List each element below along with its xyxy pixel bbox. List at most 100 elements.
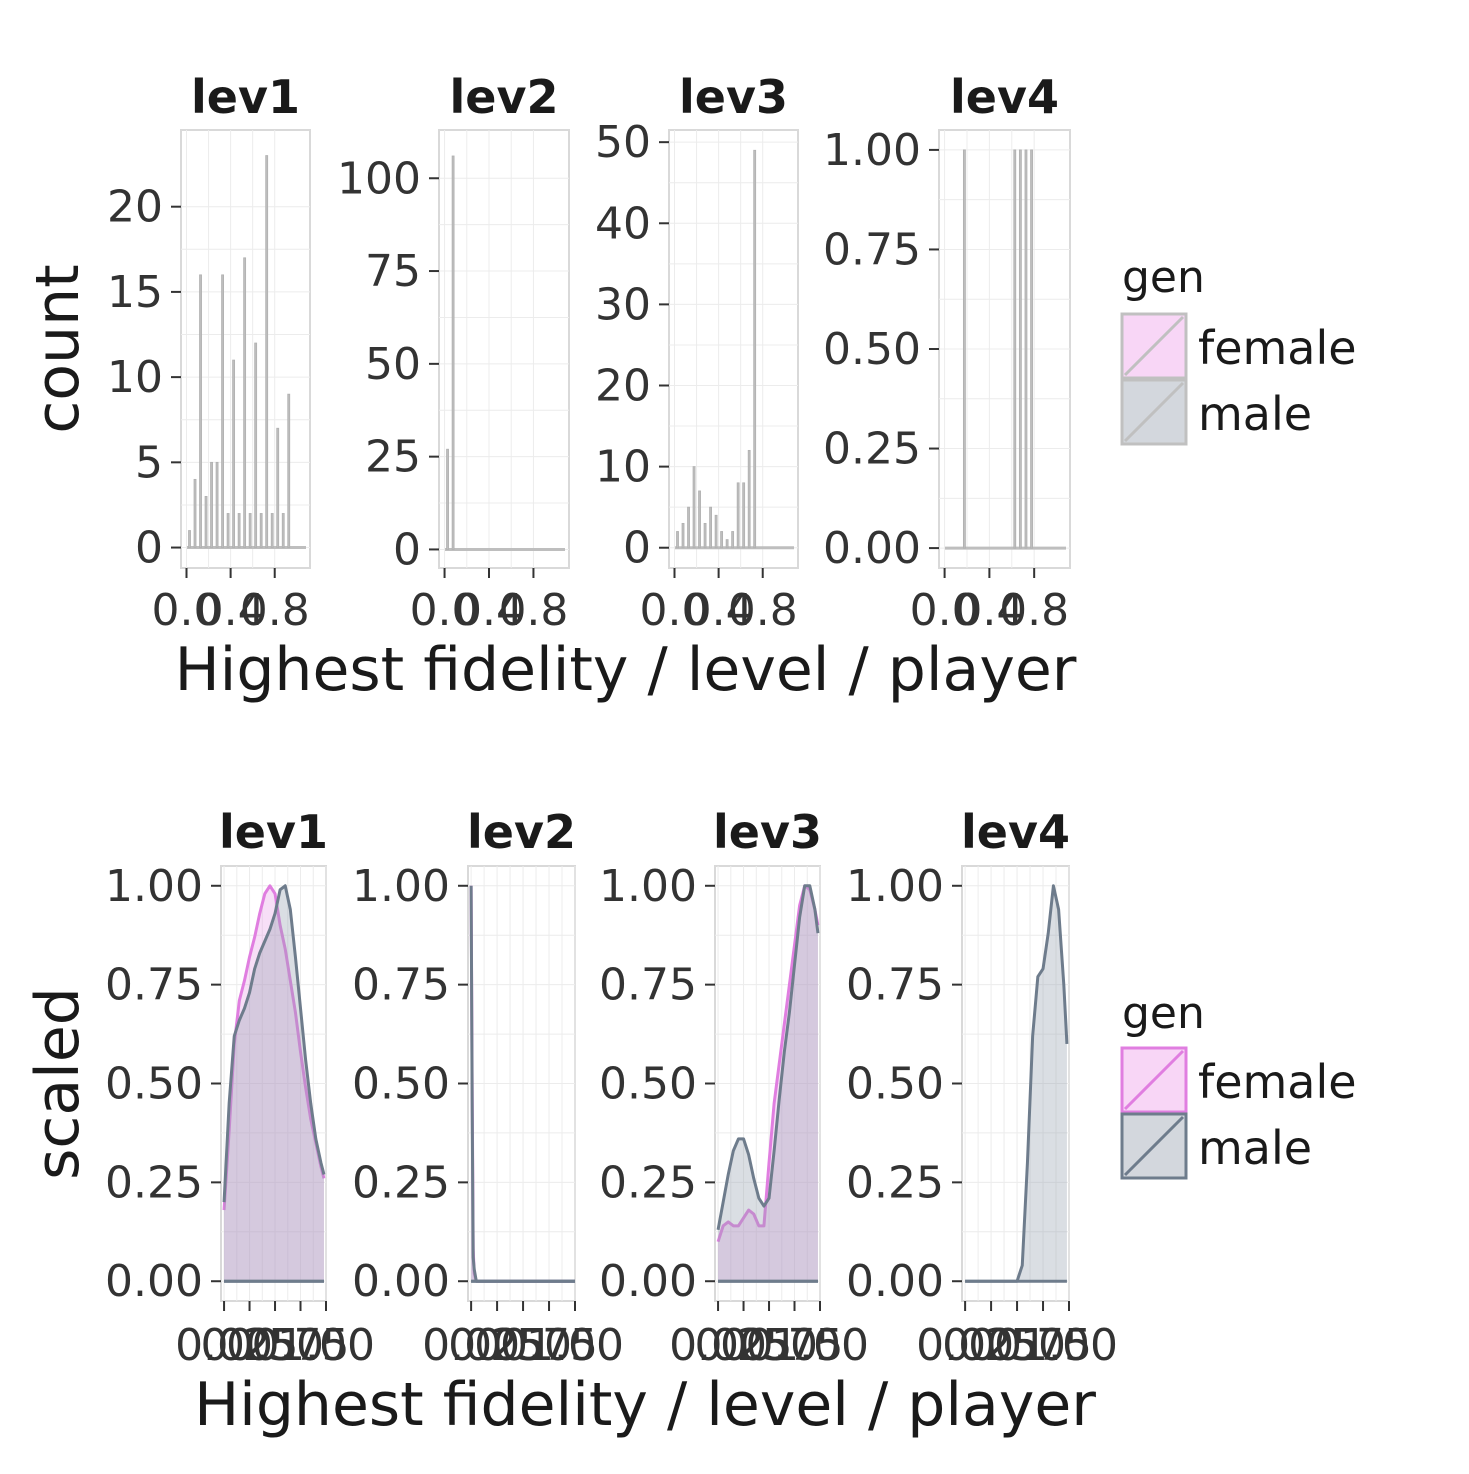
y-tick-label: 0.25 xyxy=(823,424,921,475)
y-tick-label: 15 xyxy=(107,267,163,318)
density-area-male xyxy=(965,885,1067,1282)
y-tick-label: 1.00 xyxy=(823,125,921,176)
y-tick-label: 5 xyxy=(135,437,163,488)
x-tick-label: 0.8 xyxy=(728,585,798,636)
histogram-bar xyxy=(1030,149,1033,549)
y-tick-label: 0.75 xyxy=(105,960,203,1011)
histogram-bar xyxy=(243,257,247,548)
x-tick-label: 0.00 xyxy=(175,1320,273,1371)
y-tick-label: 20 xyxy=(107,182,163,233)
legend-key-line xyxy=(1123,315,1185,377)
legend-label-male: male xyxy=(1198,1121,1312,1175)
x-tick-label: 0.50 xyxy=(720,1320,818,1371)
histogram-bar xyxy=(232,359,236,548)
histogram-bar xyxy=(1024,149,1028,549)
histogram-bar xyxy=(276,427,280,548)
histogram-bar xyxy=(687,506,690,549)
strip-label: lev1 xyxy=(219,805,328,859)
x-axis-title: Highest fidelity / level / player xyxy=(194,1370,1096,1440)
histogram-bar xyxy=(270,513,274,548)
legend-key-line xyxy=(1123,381,1185,443)
x-tick-label: 0.4 xyxy=(684,585,754,636)
x-tick-label: 0.8 xyxy=(498,585,568,636)
histogram-bar xyxy=(221,274,224,548)
x-tick-label: 0.75 xyxy=(746,1320,844,1371)
y-tick-label: 0.00 xyxy=(846,1256,944,1307)
histogram-bar xyxy=(692,466,696,549)
x-tick-label: 0.25 xyxy=(201,1320,299,1371)
x-tick-label: 1.00 xyxy=(526,1320,624,1371)
y-tick-label: 75 xyxy=(365,246,421,297)
density-line-male xyxy=(716,884,820,1231)
histogram-bar xyxy=(237,513,241,548)
x-axis-title: Highest fidelity / level / player xyxy=(175,635,1077,705)
x-tick-label: 0.50 xyxy=(968,1320,1066,1371)
y-tick-label: 10 xyxy=(595,442,651,493)
y-tick-label: 30 xyxy=(595,279,651,330)
density-line-male xyxy=(222,884,326,1203)
histogram-bar xyxy=(287,393,291,548)
y-tick-label: 0 xyxy=(393,524,421,575)
histogram-bar xyxy=(259,513,263,548)
histogram-bar xyxy=(736,482,740,549)
y-tick-label: 25 xyxy=(365,432,421,483)
density-area-male xyxy=(224,885,324,1282)
x-tick-label: 0.4 xyxy=(454,585,524,636)
legend-key-line xyxy=(1123,1115,1185,1177)
y-tick-label: 1.00 xyxy=(846,861,944,912)
strip-label: lev2 xyxy=(467,805,576,859)
x-tick-label: 0.4 xyxy=(954,585,1024,636)
histogram-bar xyxy=(248,513,252,548)
histogram-bar xyxy=(204,496,208,548)
x-tick-label: 1.00 xyxy=(277,1320,375,1371)
y-tick-label: 50 xyxy=(595,117,651,168)
density-area-female xyxy=(224,885,324,1282)
y-tick-label: 1.00 xyxy=(599,861,697,912)
x-tick-label: 0.25 xyxy=(695,1320,793,1371)
strip-label: lev1 xyxy=(191,70,300,124)
legend-title: gen xyxy=(1122,988,1205,1039)
histogram-bar xyxy=(962,149,966,549)
x-tick-label: 1.00 xyxy=(771,1320,869,1371)
y-tick-label: 10 xyxy=(107,352,163,403)
histogram-bar xyxy=(215,461,219,548)
x-tick-label: 0.0 xyxy=(152,585,222,636)
histogram-bar xyxy=(199,274,202,548)
histogram-bar xyxy=(698,490,701,549)
histogram-bar xyxy=(193,478,197,548)
y-tick-label: 1.00 xyxy=(105,861,203,912)
y-tick-label: 0.25 xyxy=(599,1157,697,1208)
histogram-bar xyxy=(210,461,213,548)
x-tick-label: 0.00 xyxy=(669,1320,767,1371)
x-tick-label: 0.50 xyxy=(474,1320,572,1371)
y-axis-title: count xyxy=(23,264,93,433)
x-tick-label: 0.0 xyxy=(910,585,980,636)
histogram-bar xyxy=(731,531,735,549)
y-tick-label: 0.50 xyxy=(352,1059,450,1110)
density-line-female xyxy=(222,884,326,1211)
strip-label: lev4 xyxy=(950,70,1059,124)
histogram-bar xyxy=(753,149,757,549)
histogram-bar xyxy=(446,448,449,550)
y-tick-label: 0.00 xyxy=(823,523,921,574)
y-axis-title: scaled xyxy=(23,987,93,1180)
histogram-bar xyxy=(725,539,729,549)
y-tick-label: 0.50 xyxy=(105,1059,203,1110)
histogram-bar xyxy=(742,482,746,549)
y-tick-label: 0.25 xyxy=(846,1157,944,1208)
y-tick-label: 0.00 xyxy=(599,1256,697,1307)
y-tick-label: 0.75 xyxy=(823,224,921,275)
y-tick-label: 0.75 xyxy=(352,960,450,1011)
x-tick-label: 0.75 xyxy=(252,1320,350,1371)
y-tick-label: 50 xyxy=(365,339,421,390)
strip-label: lev2 xyxy=(450,70,559,124)
y-tick-label: 20 xyxy=(595,361,651,412)
y-tick-label: 0.25 xyxy=(105,1157,203,1208)
histogram-bar xyxy=(188,530,191,548)
x-tick-label: 0.4 xyxy=(196,585,266,636)
x-tick-label: 0.00 xyxy=(916,1320,1014,1371)
legend-title: gen xyxy=(1122,252,1205,303)
histogram-bar xyxy=(281,513,285,548)
